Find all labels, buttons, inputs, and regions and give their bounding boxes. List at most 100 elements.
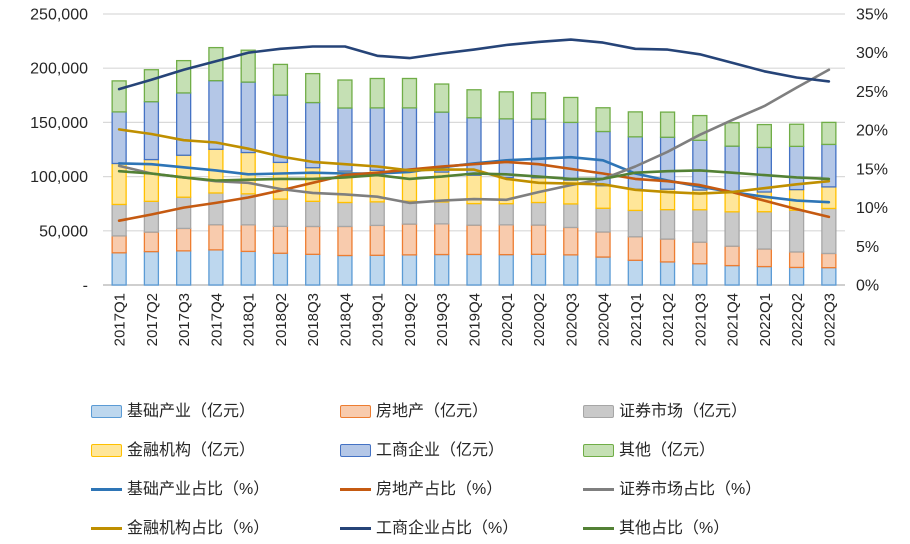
bar-segment-3-q22 — [821, 186, 837, 210]
bar-segment-4-q11 — [466, 117, 482, 176]
bar-segment-0-q16 — [627, 259, 643, 286]
x-axis-tick: 2020Q4 — [596, 293, 613, 346]
bar-segment-4-q9 — [401, 107, 418, 172]
bar-segment-3-q5 — [272, 161, 289, 200]
bar-segment-0-q1 — [143, 250, 160, 286]
x-axis-tick: 2019Q3 — [434, 293, 451, 346]
x-axis-tick: 2021Q3 — [692, 293, 709, 346]
bar-segment-0-q21 — [788, 266, 805, 286]
legend-swatch-other-pct-line — [583, 527, 614, 530]
left-axis-tick: 250,000 — [30, 7, 88, 24]
left-axis-tick: 150,000 — [30, 115, 88, 132]
bar-segment-0-q8 — [369, 254, 385, 286]
legend-swatch-securities-bar — [583, 405, 614, 418]
legend-item-industrial-pct-line: 工商企业占比（%） — [340, 520, 583, 537]
x-axis-tick: 2020Q1 — [499, 293, 516, 346]
bar-segment-1-q15 — [595, 231, 611, 258]
legend-label: 金融机构占比（%） — [127, 519, 270, 537]
right-axis-tick: 25% — [856, 84, 888, 101]
x-axis-tick: 2018Q2 — [273, 293, 290, 346]
x-axis-tick: 2019Q4 — [467, 293, 484, 346]
bar-segment-2-q5 — [272, 198, 289, 228]
x-axis-tick: 2017Q4 — [208, 293, 225, 346]
legend-label: 房地产（亿元） — [376, 402, 489, 420]
bar-segment-4-q3 — [208, 80, 224, 150]
bar-segment-4-q12 — [498, 118, 514, 179]
legend-item-infrastructure-pct-line: 基础产业占比（%） — [91, 480, 340, 498]
bar-segment-1-q6 — [305, 225, 321, 255]
legend-label: 金融机构（亿元） — [127, 441, 256, 459]
right-axis-tick: 10% — [856, 200, 888, 217]
bar-segment-2-q12 — [498, 203, 514, 226]
bar-segment-5-q7 — [337, 79, 353, 109]
bar-segment-5-q1 — [143, 69, 160, 103]
right-axis-tick: 30% — [856, 45, 888, 62]
bar-segment-1-q9 — [401, 223, 418, 256]
x-axis-tick: 2020Q3 — [563, 293, 580, 346]
x-axis-tick: 2021Q1 — [628, 293, 645, 346]
bar-segment-2-q21 — [788, 209, 805, 253]
legend-label: 基础产业占比（%） — [127, 480, 270, 498]
left-axis-tick: 200,000 — [30, 61, 88, 78]
legend-label: 其他（亿元） — [619, 441, 716, 459]
bar-segment-1-q5 — [272, 225, 289, 254]
bar-segment-1-q3 — [208, 224, 224, 251]
x-axis-tick: 2017Q1 — [112, 293, 129, 346]
bar-segment-0-q13 — [530, 253, 547, 286]
bar-segment-4-q7 — [337, 107, 353, 172]
bar-segment-5-q14 — [563, 96, 579, 124]
bar-segment-5-q13 — [530, 92, 547, 120]
bar-segment-5-q17 — [659, 111, 676, 138]
x-axis-tick: 2022Q1 — [757, 293, 774, 346]
bar-segment-5-q4 — [240, 49, 256, 83]
bar-segment-0-q2 — [176, 250, 192, 286]
bar-segment-1-q13 — [530, 224, 547, 255]
bar-segment-2-q9 — [401, 200, 418, 225]
bar-segment-5-q6 — [305, 72, 321, 104]
bar-segment-1-q16 — [627, 236, 643, 261]
x-axis-tick: 2018Q3 — [305, 293, 322, 346]
bar-segment-2-q17 — [659, 209, 676, 240]
bar-segment-0-q9 — [401, 254, 418, 286]
bar-segment-1-q14 — [563, 226, 579, 256]
bar-segment-5-q5 — [272, 63, 289, 96]
bar-segment-2-q6 — [305, 200, 321, 228]
bar-segment-3-q15 — [595, 185, 611, 209]
legend-item-financial-pct-line: 金融机构占比（%） — [91, 519, 340, 537]
bar-segment-1-q20 — [756, 248, 772, 268]
bar-segment-0-q19 — [724, 264, 740, 286]
bar-segment-5-q19 — [724, 122, 740, 147]
bar-segment-3-q16 — [627, 188, 643, 212]
bar-segment-5-q15 — [595, 107, 611, 133]
legend-label: 证券市场占比（%） — [619, 480, 762, 498]
bar-segment-2-q2 — [176, 196, 192, 230]
bar-segment-4-q14 — [563, 121, 579, 181]
bar-segment-5-q8 — [369, 77, 385, 109]
bar-segment-5-q2 — [176, 59, 192, 94]
bar-segment-1-q11 — [466, 224, 482, 256]
legend-item-securities-bar: 证券市场（亿元） — [583, 403, 901, 420]
bar-segment-4-q4 — [240, 81, 256, 154]
bar-segment-4-q1 — [143, 101, 160, 161]
x-axis-tick: 2021Q4 — [725, 293, 742, 346]
legend-swatch-financial-pct-line — [91, 527, 122, 530]
bar-segment-5-q3 — [208, 46, 224, 82]
bar-segment-4-q8 — [369, 107, 385, 171]
bar-segment-0-q22 — [821, 267, 837, 286]
pct-line-4 — [117, 38, 831, 91]
bar-segment-0-q0 — [111, 252, 127, 286]
bar-segment-5-q21 — [788, 123, 805, 148]
x-axis-tick: 2017Q2 — [144, 293, 161, 346]
bar-segment-0-q17 — [659, 261, 676, 286]
bar-segment-1-q19 — [724, 245, 740, 267]
bar-segment-0-q20 — [756, 265, 772, 286]
bar-segment-0-q6 — [305, 253, 321, 286]
bar-segment-5-q9 — [401, 77, 418, 109]
bar-segment-1-q1 — [143, 231, 160, 253]
bar-segment-2-q18 — [692, 209, 708, 243]
bar-segment-4-q0 — [111, 111, 127, 165]
bar-segment-1-q22 — [821, 252, 837, 269]
chart-plot-area: 250,000 200,000 150,000 100,000 50,000 - 35% 30… — [30, 7, 888, 347]
bar-segment-4-q6 — [305, 101, 321, 169]
